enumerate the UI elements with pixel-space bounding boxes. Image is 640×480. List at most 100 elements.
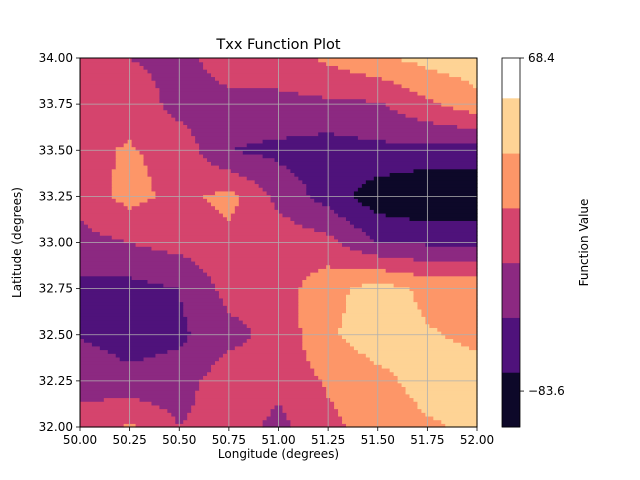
contour-cell bbox=[183, 419, 264, 424]
contour-cell bbox=[306, 183, 363, 188]
contour-cell bbox=[361, 227, 478, 233]
contour-cell bbox=[147, 165, 220, 170]
contour-cell bbox=[425, 65, 478, 70]
contour-cell bbox=[135, 242, 343, 247]
contour-cell bbox=[381, 76, 462, 81]
contour-cell bbox=[187, 316, 240, 321]
contour-cell bbox=[361, 183, 478, 188]
contour-cell bbox=[310, 364, 383, 369]
contour-cell bbox=[171, 113, 407, 118]
contour-cell bbox=[111, 183, 153, 188]
contour-cell bbox=[187, 124, 458, 129]
contour-cell bbox=[119, 356, 145, 362]
contour-cell bbox=[425, 316, 478, 321]
contour-cell bbox=[373, 209, 478, 214]
contour-cell bbox=[131, 58, 200, 63]
contour-cell bbox=[80, 150, 117, 155]
contour-cell bbox=[389, 172, 478, 177]
contour-cell bbox=[365, 231, 478, 236]
contour-cell bbox=[302, 342, 351, 347]
contour-cell bbox=[80, 264, 200, 269]
contour-cell bbox=[421, 308, 478, 314]
contour-cell bbox=[345, 301, 419, 306]
contour-cell bbox=[409, 87, 478, 92]
contour-cell bbox=[226, 83, 403, 89]
x-tick-label: 51.00 bbox=[261, 433, 295, 447]
contour-cell bbox=[401, 83, 474, 89]
contour-cell bbox=[183, 253, 379, 258]
contour-cell bbox=[80, 316, 188, 321]
contour-cell bbox=[80, 331, 192, 336]
contour-cell bbox=[183, 120, 434, 126]
contour-cell bbox=[338, 238, 375, 244]
contour-cell bbox=[330, 205, 371, 210]
contour-cell bbox=[80, 272, 208, 277]
x-tick-label: 51.50 bbox=[361, 433, 395, 447]
contour-cell bbox=[417, 61, 478, 66]
contour-cell bbox=[409, 216, 478, 221]
contour-cell bbox=[159, 404, 192, 410]
contour-cell bbox=[238, 198, 272, 203]
contour-cell bbox=[286, 135, 359, 140]
contour-cell bbox=[246, 323, 299, 328]
contour-cell bbox=[322, 382, 403, 388]
x-tick-label: 50.75 bbox=[212, 433, 246, 447]
contour-cell bbox=[191, 331, 252, 336]
contour-cell bbox=[80, 198, 117, 203]
contour-cell bbox=[80, 109, 168, 114]
colorbar-band bbox=[502, 98, 520, 154]
contour-cell bbox=[159, 98, 367, 103]
contour-cell bbox=[330, 264, 478, 269]
contour-cell bbox=[80, 338, 85, 343]
contour-cell bbox=[80, 176, 113, 181]
contour-cell bbox=[80, 168, 113, 173]
contour-cell bbox=[80, 301, 184, 306]
contour-cell bbox=[298, 297, 347, 303]
contour-cell bbox=[369, 205, 478, 210]
contour-cell bbox=[187, 415, 268, 421]
contour-cell bbox=[80, 283, 164, 288]
contour-cell bbox=[143, 65, 204, 70]
contour-cell bbox=[262, 153, 478, 159]
contour-cell bbox=[80, 382, 200, 388]
contour-cell bbox=[397, 109, 470, 114]
contour-cell bbox=[80, 275, 133, 280]
contour-cell bbox=[266, 415, 288, 421]
contour-cell bbox=[80, 157, 117, 162]
contour-cell bbox=[433, 415, 478, 421]
x-tick-label: 50.25 bbox=[112, 433, 146, 447]
contour-cell bbox=[349, 290, 415, 295]
contour-cell bbox=[274, 201, 323, 207]
contour-cell bbox=[453, 105, 478, 111]
contour-cell bbox=[365, 98, 434, 103]
contour-cell bbox=[211, 367, 315, 373]
contour-cell bbox=[147, 198, 208, 203]
contour-cell bbox=[298, 91, 419, 96]
contour-cell bbox=[80, 360, 216, 365]
contour-cell bbox=[342, 316, 426, 321]
contour-cell bbox=[211, 279, 303, 284]
contour-cell bbox=[262, 139, 387, 144]
colorbar-tick-label: 68.4 bbox=[528, 51, 555, 65]
contour-cell bbox=[270, 198, 315, 203]
contour-cell bbox=[80, 412, 172, 417]
contour-cell bbox=[80, 216, 228, 221]
x-axis-label: Longitude (degrees) bbox=[218, 447, 339, 461]
contour-cell bbox=[115, 146, 137, 151]
contour-cell bbox=[143, 161, 212, 166]
contour-cell bbox=[179, 294, 220, 299]
contour-cell bbox=[195, 390, 327, 395]
contour-cell bbox=[242, 319, 299, 325]
contour-cell bbox=[353, 345, 470, 351]
contour-cell bbox=[151, 76, 216, 81]
contour-cell bbox=[234, 205, 276, 210]
contour-cell bbox=[80, 227, 93, 233]
contour-cell bbox=[342, 334, 446, 340]
contour-cell bbox=[155, 80, 220, 85]
colorbar-band bbox=[502, 372, 520, 428]
contour-cell bbox=[80, 401, 153, 406]
contour-cell bbox=[469, 80, 478, 85]
contour-cell bbox=[413, 257, 478, 262]
contour-cell bbox=[373, 360, 478, 365]
contour-cell bbox=[123, 238, 339, 244]
